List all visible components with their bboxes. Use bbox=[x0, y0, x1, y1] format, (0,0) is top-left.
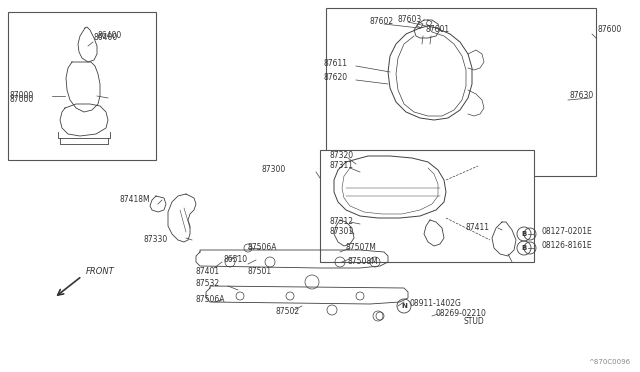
Text: 87000: 87000 bbox=[10, 92, 35, 100]
Text: 87320: 87320 bbox=[330, 151, 354, 160]
Text: 87000: 87000 bbox=[10, 96, 35, 105]
Text: 87502: 87502 bbox=[276, 308, 300, 317]
Text: B: B bbox=[522, 245, 527, 251]
Text: B: B bbox=[522, 231, 527, 237]
Text: 08269-02210: 08269-02210 bbox=[436, 310, 487, 318]
Text: 87300: 87300 bbox=[262, 166, 286, 174]
Text: 08127-0201E: 08127-0201E bbox=[542, 228, 593, 237]
Text: 87601: 87601 bbox=[426, 26, 450, 35]
Text: 86400: 86400 bbox=[94, 33, 118, 42]
Text: 08911-1402G: 08911-1402G bbox=[410, 299, 462, 308]
Text: 87330: 87330 bbox=[144, 235, 168, 244]
Text: 86400: 86400 bbox=[98, 32, 122, 41]
Bar bbox=[8, 12, 156, 160]
Text: 87301: 87301 bbox=[330, 228, 354, 237]
Text: FRONT: FRONT bbox=[86, 267, 115, 276]
Bar bbox=[326, 8, 596, 176]
Text: 87620: 87620 bbox=[324, 74, 348, 83]
Bar bbox=[320, 150, 534, 262]
Text: N: N bbox=[401, 303, 407, 309]
Text: 87312: 87312 bbox=[330, 218, 354, 227]
Text: 86510: 86510 bbox=[224, 256, 248, 264]
Text: ^870C0096: ^870C0096 bbox=[588, 359, 630, 365]
Text: 87506A: 87506A bbox=[248, 244, 278, 253]
Text: 87611: 87611 bbox=[324, 60, 348, 68]
Text: 87600: 87600 bbox=[598, 26, 622, 35]
Text: 87418M: 87418M bbox=[120, 196, 150, 205]
Text: 87603: 87603 bbox=[398, 16, 422, 25]
Text: 08126-8161E: 08126-8161E bbox=[542, 241, 593, 250]
Text: 87411: 87411 bbox=[466, 224, 490, 232]
Text: 87602: 87602 bbox=[370, 17, 394, 26]
Text: STUD: STUD bbox=[464, 317, 484, 327]
Text: 87630: 87630 bbox=[570, 92, 595, 100]
Text: 87401: 87401 bbox=[196, 267, 220, 276]
Text: 87507M: 87507M bbox=[346, 244, 377, 253]
Text: 87311: 87311 bbox=[330, 161, 354, 170]
Text: 87508M: 87508M bbox=[348, 257, 379, 266]
Text: 87501: 87501 bbox=[248, 267, 272, 276]
Text: 87506A: 87506A bbox=[196, 295, 225, 305]
Text: 87532: 87532 bbox=[196, 279, 220, 289]
